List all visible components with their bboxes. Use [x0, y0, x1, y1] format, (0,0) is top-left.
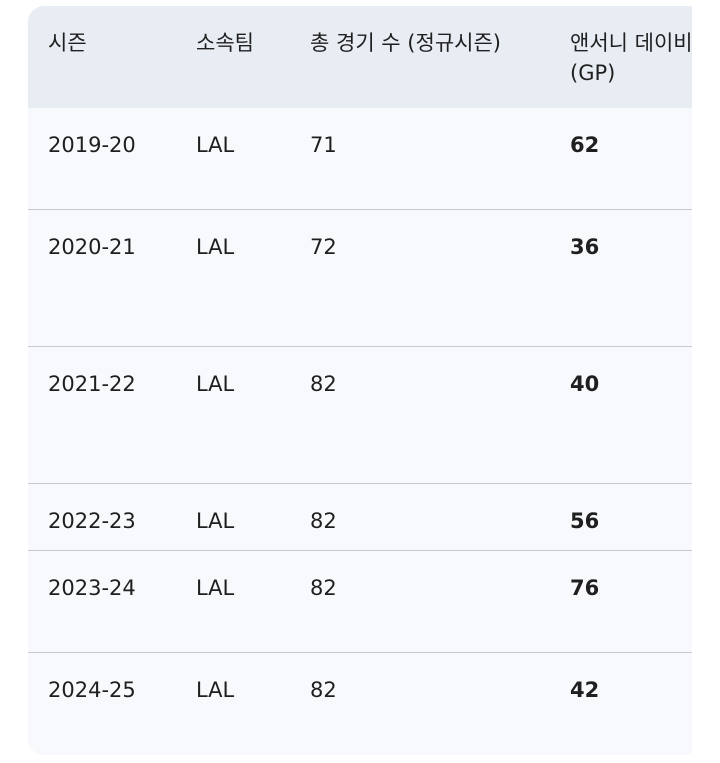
table-cell: 82 [310, 678, 337, 702]
table-cell: 82 [310, 576, 337, 600]
table-row: 2023-24 LAL 82 76 [28, 550, 692, 652]
table-cell: 2024-25 [48, 678, 136, 702]
table-cell: 76 [570, 576, 600, 600]
table-cell: 42 [570, 678, 600, 702]
table-row: 2019-20 LAL 71 62 [28, 108, 692, 209]
table-cell: 2019-20 [48, 133, 136, 157]
table-row: 2022-23 LAL 82 56 [28, 483, 692, 550]
header-cell: 총 경기 수 (정규시즌) [310, 31, 501, 55]
table-cell: 2021-22 [48, 372, 136, 396]
table-cell: 71 [310, 133, 337, 157]
table-cell: 2022-23 [48, 509, 136, 533]
table-cell: 56 [570, 509, 600, 533]
header-cell: 앤서니 데이비스 (GP) [570, 31, 692, 85]
table-cell: 36 [570, 235, 600, 259]
header-cell: 시즌 [48, 31, 87, 55]
header-row: 시즌 소속팀 총 경기 수 (정규시즌) 앤서니 데이비스 (GP) [28, 6, 692, 108]
table-cell: 72 [310, 235, 337, 259]
table-cell: 82 [310, 372, 337, 396]
table-cell: LAL [196, 678, 235, 702]
table-cell: LAL [196, 576, 235, 600]
table-row: 2021-22 LAL 82 40 [28, 346, 692, 483]
table: 시즌 소속팀 총 경기 수 (정규시즌) 앤서니 데이비스 (GP) 2019-20 LA… [28, 6, 692, 755]
table-row: 2020-21 LAL 72 36 [28, 209, 692, 346]
table-cell: LAL [196, 235, 235, 259]
table-cell: LAL [196, 509, 235, 533]
table-cell: 82 [310, 509, 337, 533]
table-cell: 2020-21 [48, 235, 136, 259]
table-cell: LAL [196, 133, 235, 157]
table-cell: LAL [196, 372, 235, 396]
header-cell: 소속팀 [196, 31, 254, 55]
table-row: 2024-25 LAL 82 42 [28, 652, 692, 755]
table-cell: 2023-24 [48, 576, 136, 600]
table-cell: 62 [570, 133, 600, 157]
table-cell: 40 [570, 372, 600, 396]
